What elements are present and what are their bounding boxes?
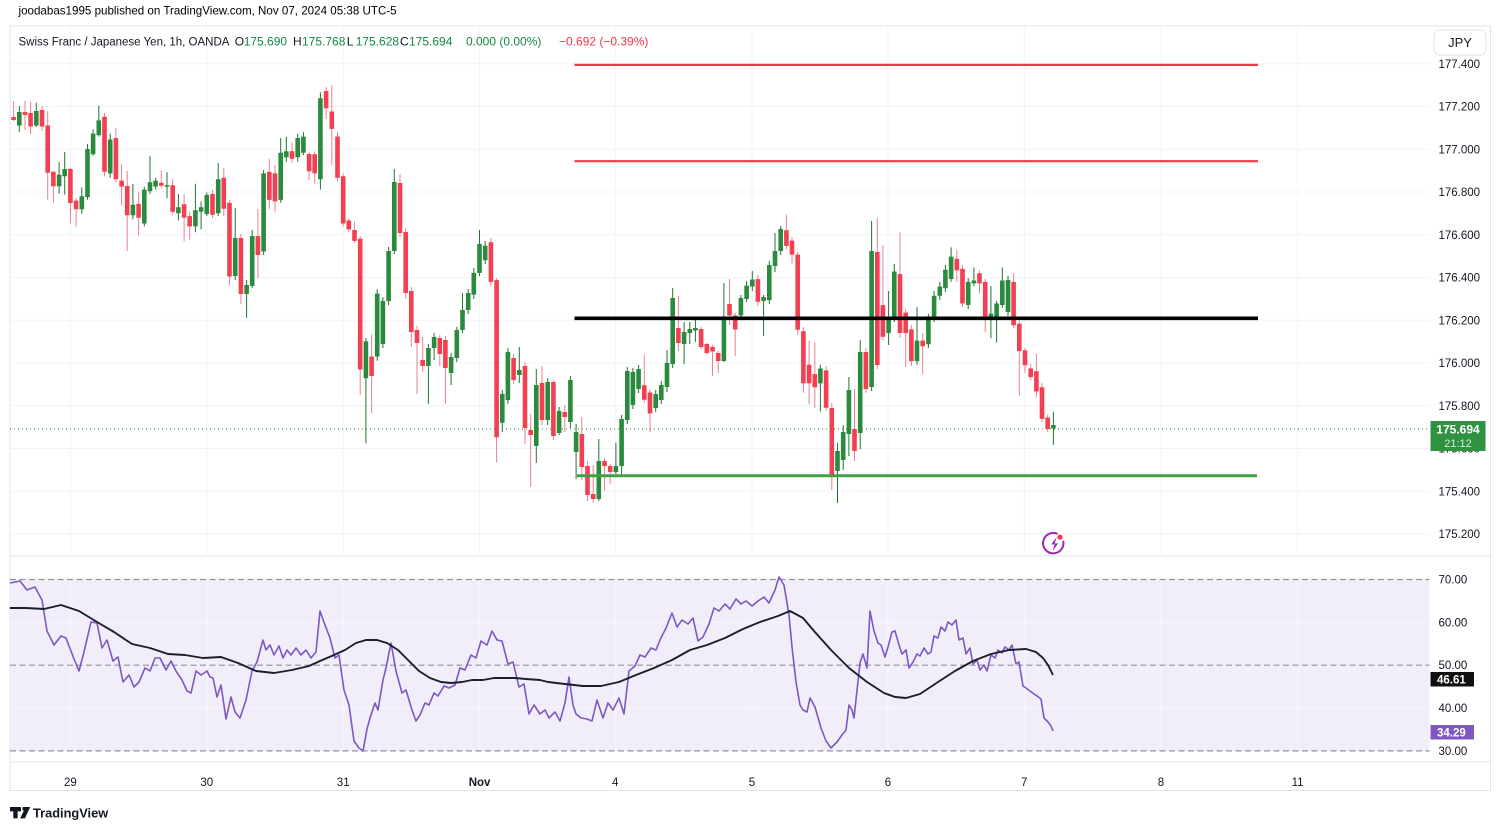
svg-text:5: 5 [749,777,755,789]
svg-text:60.00: 60.00 [1439,617,1468,629]
svg-text:Swiss Franc / Japanese Yen, 1h: Swiss Franc / Japanese Yen, 1h, OANDA [19,37,230,49]
svg-text:C: C [400,35,409,49]
svg-text:34.29: 34.29 [1437,728,1466,740]
svg-text:8: 8 [1158,777,1164,789]
svg-text:O: O [235,35,244,49]
svg-text:177.000: 177.000 [1439,144,1481,156]
svg-text:0.000 (0.00%): 0.000 (0.00%) [466,35,541,49]
svg-text:4: 4 [612,777,619,789]
svg-text:40.00: 40.00 [1439,703,1468,715]
svg-text:175.768: 175.768 [302,35,346,49]
svg-text:7: 7 [1021,777,1027,789]
svg-text:177.400: 177.400 [1439,59,1481,71]
svg-text:175.690: 175.690 [244,35,288,49]
svg-text:177.200: 177.200 [1439,102,1481,114]
svg-text:H: H [293,35,302,49]
svg-text:70.00: 70.00 [1439,575,1468,587]
svg-text:Nov: Nov [469,777,491,789]
svg-text:29: 29 [64,777,77,789]
svg-text:21:12: 21:12 [1444,438,1472,450]
svg-text:175.694: 175.694 [409,35,453,49]
svg-text:175.628: 175.628 [356,35,400,49]
svg-text:175.694: 175.694 [1436,423,1480,437]
svg-text:50.00: 50.00 [1439,660,1468,672]
svg-text:6: 6 [885,777,891,789]
svg-text:176.600: 176.600 [1439,230,1481,242]
svg-text:TradingView: TradingView [33,806,108,821]
svg-text:175.800: 175.800 [1439,401,1481,413]
svg-text:46.61: 46.61 [1437,675,1466,687]
svg-text:11: 11 [1292,777,1304,789]
svg-text:−0.692 (−0.39%): −0.692 (−0.39%) [559,35,648,49]
svg-text:176.200: 176.200 [1439,315,1481,327]
svg-text:31: 31 [337,777,350,789]
svg-text:L: L [347,35,354,49]
svg-text:175.200: 175.200 [1439,529,1481,541]
svg-text:176.000: 176.000 [1439,358,1481,370]
svg-text:30.00: 30.00 [1439,746,1468,758]
svg-text:30: 30 [200,777,213,789]
svg-text:175.400: 175.400 [1439,486,1481,498]
svg-text:JPY: JPY [1448,35,1472,50]
svg-text:176.400: 176.400 [1439,273,1481,285]
svg-text:176.800: 176.800 [1439,187,1481,199]
svg-text:joodabas1995 published on Trad: joodabas1995 published on TradingView.co… [18,5,397,18]
